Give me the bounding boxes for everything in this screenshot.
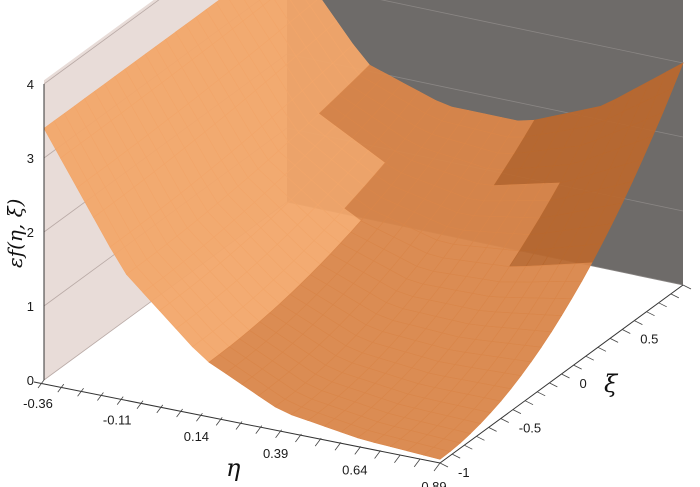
- eta-tick-mark: [255, 425, 263, 434]
- eta-tick-mark: [77, 388, 84, 397]
- xi-tick-mark: [646, 311, 655, 317]
- gridline-left-4: [43, 0, 160, 85]
- surface-patch: [259, 0, 271, 6]
- xi-tick-mark: [658, 302, 667, 308]
- xi-tick-mark: [609, 338, 619, 343]
- eta-tick-mark: [97, 392, 104, 401]
- eta-tick-mark: [314, 437, 322, 447]
- z-tick-label: 0: [27, 373, 34, 388]
- eta-axis-line: [33, 381, 441, 464]
- eta-axis-title: η: [226, 454, 241, 482]
- xi-tick-mark: [597, 346, 607, 352]
- eta-tick-label: 0.64: [342, 462, 367, 477]
- eta-tick-mark: [156, 404, 164, 414]
- eta-axis-ticks: -0.36 -0.11 0.14 0.39 0.64 0.89: [23, 379, 447, 487]
- xi-tick-mark: [682, 284, 692, 290]
- surface-mesh: [43, 0, 684, 460]
- surface-patch: [422, 446, 451, 460]
- xi-tick-mark: [561, 373, 570, 379]
- eta-tick-mark: [37, 379, 45, 389]
- eta-tick-label: 0.39: [263, 446, 288, 461]
- z-tick-label: 2: [27, 225, 34, 240]
- z-tick-label: 3: [27, 151, 34, 166]
- xi-tick-label: 0.5: [640, 332, 658, 347]
- z-axis-ticks: 0 1 2 3 4: [27, 77, 34, 388]
- xi-tick-mark: [524, 400, 534, 406]
- eta-tick-mark: [295, 433, 302, 443]
- eta-tick-mark: [215, 417, 223, 426]
- xi-axis-ticks: -1-0.500.51: [439, 284, 692, 480]
- eta-tick-mark: [57, 383, 65, 393]
- eta-tick-mark: [374, 450, 381, 459]
- eta-tick-mark: [176, 408, 183, 418]
- xi-tick-mark: [451, 453, 461, 459]
- gridline-right-3: [380, 0, 684, 64]
- xi-tick-label: -0.5: [519, 421, 541, 436]
- eta-tick-label: 0.14: [184, 429, 209, 444]
- eta-tick-mark: [394, 454, 401, 463]
- xi-tick-mark: [585, 355, 594, 361]
- eta-tick-mark: [116, 396, 124, 405]
- z-tick-label: 4: [27, 77, 34, 92]
- eta-tick-label: -0.11: [103, 413, 132, 428]
- xi-tick-mark: [512, 409, 522, 414]
- xi-tick-mark: [537, 391, 546, 397]
- z-axis-title: εf(η, ξ): [3, 199, 27, 268]
- eta-tick-mark: [136, 400, 144, 409]
- eta-tick-mark: [334, 442, 342, 451]
- surface-patch: [305, 0, 318, 7]
- eta-tick-label: 0.89: [421, 479, 446, 487]
- z-tick-label: 1: [27, 299, 34, 314]
- xi-tick-mark: [573, 364, 582, 370]
- xi-tick-mark: [622, 329, 631, 334]
- eta-tick-mark: [413, 458, 421, 468]
- xi-tick-mark: [670, 293, 680, 299]
- xi-tick-mark: [488, 427, 497, 432]
- xi-tick-label: -1: [458, 465, 470, 480]
- eta-tick-label: -0.36: [23, 396, 53, 411]
- xi-tick-label: 0: [580, 376, 587, 391]
- eta-tick-mark: [196, 412, 203, 422]
- eta-tick-mark: [275, 429, 282, 439]
- xi-tick-mark: [634, 320, 643, 325]
- xi-tick-mark: [439, 462, 449, 468]
- xi-tick-mark: [500, 418, 509, 423]
- xi-tick-mark: [549, 382, 558, 388]
- eta-tick-mark: [354, 446, 362, 455]
- xi-tick-mark: [476, 435, 485, 441]
- eta-tick-mark: [235, 421, 243, 430]
- eta-tick-mark: [433, 462, 441, 472]
- xi-tick-mark: [464, 444, 473, 450]
- xi-axis-title: ξ: [604, 370, 619, 398]
